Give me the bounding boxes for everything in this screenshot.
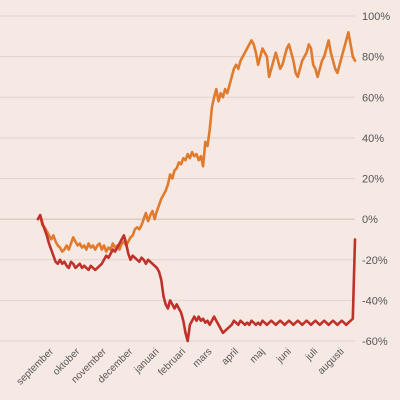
x-tick-label: september	[15, 346, 57, 388]
y-axis: -60% -40% -20% 0% 20% 40% 60% 80% 100%	[362, 11, 390, 348]
y-tick-label: 100%	[362, 11, 390, 23]
y-tick-label: -40%	[362, 295, 388, 307]
y-tick-label: -60%	[362, 336, 388, 348]
series-line-1	[36, 30, 357, 253]
y-tick-label: -20%	[362, 255, 388, 267]
x-tick-label: mars	[191, 346, 215, 370]
series-line-2	[36, 213, 357, 343]
x-axis: septemberoktobernovemberdecemberjanuarif…	[15, 346, 347, 388]
x-tick-label: augusti	[316, 346, 347, 377]
y-tick-label: 40%	[362, 133, 384, 145]
x-tick-label: juni	[274, 346, 294, 366]
y-tick-label: 80%	[362, 52, 384, 64]
series-lines	[36, 30, 357, 343]
y-tick-label: 60%	[362, 92, 384, 104]
x-tick-label: maj	[248, 346, 267, 365]
x-tick-label: februari	[156, 346, 188, 378]
y-tick-label: 0%	[362, 214, 378, 226]
x-tick-label: april	[220, 346, 241, 367]
x-tick-label: juli	[303, 346, 320, 363]
y-tick-label: 20%	[362, 174, 384, 186]
